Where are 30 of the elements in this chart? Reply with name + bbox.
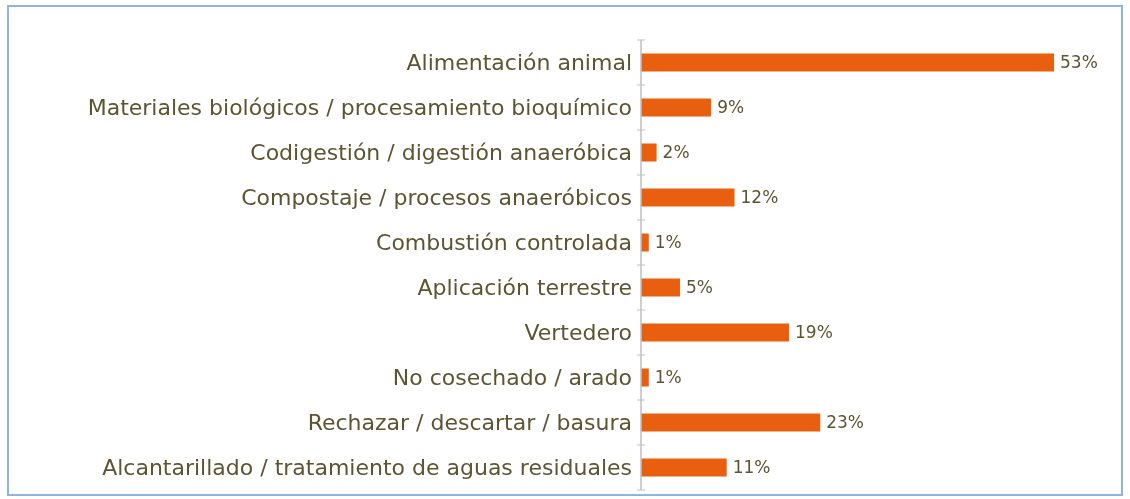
bar: [641, 458, 727, 477]
bar: [641, 53, 1054, 72]
y-tick-label: Materiales biológicos / procesamiento bioquímico: [87, 95, 632, 121]
data-label: 53%: [1060, 52, 1098, 73]
data-label: 2%: [662, 142, 690, 163]
data-label: 11%: [732, 457, 771, 478]
bar: [641, 278, 680, 297]
data-label: 19%: [795, 322, 833, 343]
y-tick-label: Vertedero: [524, 320, 632, 346]
y-tick-label: Rechazar / descartar / basura: [307, 410, 632, 436]
y-tick-label: Codigestión / digestión anaeróbica: [250, 140, 632, 166]
y-tick-label: Alimentación animal: [406, 50, 632, 76]
bar: [641, 233, 649, 252]
y-tick-label: No cosechado / arado: [392, 365, 632, 391]
data-label: 5%: [685, 277, 713, 298]
y-tick-label: Alcantarillado / tratamiento de aguas residuales: [102, 455, 632, 481]
bar: [641, 98, 712, 117]
data-label: 12%: [740, 187, 779, 208]
data-label: 1%: [654, 367, 682, 388]
data-label: 9%: [717, 97, 745, 118]
y-tick-label: Combustión controlada: [376, 230, 632, 256]
bar: [641, 413, 821, 432]
bar: [641, 368, 649, 387]
y-tick-label: Aplicación terrestre: [417, 275, 632, 301]
bar: [641, 143, 657, 162]
bar: [641, 188, 735, 207]
bar: [641, 323, 790, 342]
data-label: 1%: [654, 232, 682, 253]
data-label: 23%: [826, 412, 865, 433]
y-tick-label: Compostaje / procesos anaeróbicos: [241, 185, 632, 211]
